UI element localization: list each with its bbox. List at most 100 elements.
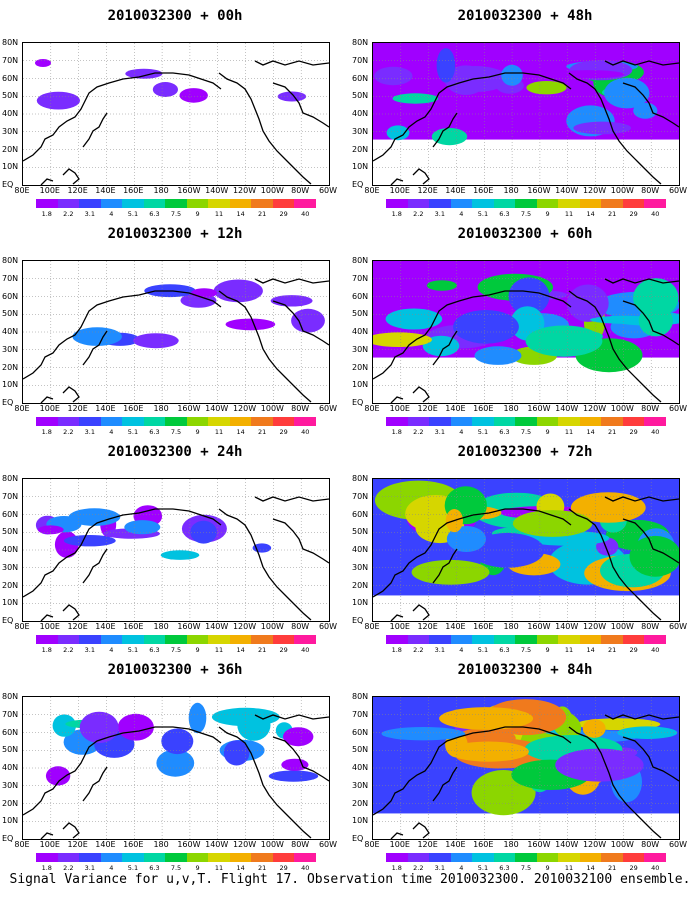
colorbar-label: 7.5	[520, 210, 532, 218]
lon-label: 120W	[232, 840, 257, 849]
colorbar-label: 29	[629, 864, 638, 872]
coastline	[254, 278, 329, 284]
lat-label: 50N	[352, 745, 369, 755]
colorbar-label: 3.1	[84, 646, 96, 654]
colorbar-label: 11	[214, 210, 224, 218]
lon-label: 140E	[445, 622, 466, 631]
colorbar-label: 6.3	[499, 210, 510, 218]
forecast-panel: 2010032300 + 12h 80N 70N 60N 50N 40N 30N 20N 10N…	[0, 218, 350, 443]
lon-label: 100W	[260, 186, 284, 195]
coastline	[40, 832, 54, 839]
colorbar-label: 21	[608, 864, 617, 872]
lon-label: 80W	[291, 840, 310, 849]
lon-label: 80W	[291, 186, 310, 195]
lat-label: EQ	[352, 180, 364, 189]
variance-blob	[223, 740, 250, 766]
colorbar-swatch	[450, 635, 473, 644]
lat-label: 10N	[352, 162, 369, 172]
colorbar-label: 11	[564, 646, 574, 654]
lon-label: 180	[503, 404, 519, 413]
variance-blob	[125, 68, 163, 79]
lat-label: EQ	[352, 398, 364, 407]
lon-label: 140E	[445, 186, 466, 195]
lat-label: 70N	[2, 273, 19, 283]
colorbar-label: 11	[564, 428, 574, 436]
lon-label: 120E	[417, 622, 438, 631]
lon-label: 180	[503, 622, 519, 631]
variance-blob	[124, 520, 161, 535]
lon-label: 120E	[417, 186, 438, 195]
lon-label: 120W	[582, 404, 607, 413]
lon-label: 80W	[641, 840, 660, 849]
colorbar-swatch	[429, 635, 452, 644]
lat-label: 20N	[2, 144, 19, 154]
lon-label: 140W	[555, 186, 579, 195]
colorbar-swatch	[100, 635, 123, 644]
variance-blob	[411, 559, 490, 585]
colorbar-swatch	[272, 635, 295, 644]
lat-label: 60N	[2, 509, 19, 519]
variance-blob	[374, 66, 413, 86]
colorbar-label: 2.2	[413, 864, 424, 872]
lon-label: 120W	[232, 404, 257, 413]
lon-label: 80W	[291, 622, 310, 631]
lon-label: 140E	[445, 840, 466, 849]
variance-blob	[117, 713, 154, 741]
variance-blob	[570, 492, 646, 523]
lon-label: 160E	[123, 186, 144, 195]
colorbar-label: 5.1	[477, 428, 489, 436]
colorbar-label: 14	[586, 428, 595, 436]
coastline	[390, 178, 404, 185]
lon-label: 160W	[177, 622, 201, 631]
lat-label: 60N	[352, 509, 369, 519]
lon-label: 160E	[473, 186, 494, 195]
colorbar	[386, 853, 667, 862]
colorbar-swatch	[472, 635, 495, 644]
coastline	[254, 714, 329, 720]
colorbar-swatch	[208, 635, 231, 644]
coastline	[272, 82, 329, 128]
map-area	[372, 42, 680, 186]
lat-label: EQ	[352, 834, 364, 843]
lon-label: 100W	[610, 186, 634, 195]
colorbar-swatch	[57, 853, 80, 862]
colorbar-swatch	[143, 417, 166, 426]
lon-label: 140E	[95, 840, 116, 849]
colorbar-label: 1.8	[41, 864, 52, 872]
lon-label: 80W	[641, 404, 660, 413]
variance-blob	[385, 308, 443, 330]
variance-blob	[36, 91, 80, 110]
colorbar-swatch	[407, 417, 430, 426]
lat-label: 50N	[2, 527, 19, 537]
lat-label: 30N	[2, 780, 19, 790]
lon-label: 160E	[473, 840, 494, 849]
colorbar-label: 7.5	[170, 864, 182, 872]
lon-label: 80E	[364, 622, 380, 631]
colorbar-swatch	[79, 635, 102, 644]
lon-label: 60W	[668, 840, 688, 849]
colorbar-label: 6.3	[499, 428, 510, 436]
colorbar-label: 7.5	[170, 428, 182, 436]
colorbar-swatch	[208, 853, 231, 862]
lat-label: 20N	[352, 580, 369, 590]
colorbar-swatch	[450, 199, 473, 208]
lat-label: 10N	[2, 598, 19, 608]
lon-label: 120E	[67, 622, 88, 631]
colorbar-swatch	[536, 853, 559, 862]
lat-label: 60N	[2, 73, 19, 83]
lon-label: 160W	[177, 404, 201, 413]
coastline	[272, 300, 329, 346]
lat-label: 70N	[352, 55, 369, 65]
lon-label: 80E	[364, 840, 380, 849]
colorbar-swatch	[165, 417, 188, 426]
variance-blob	[555, 748, 644, 782]
colorbar-label: 40	[651, 646, 660, 654]
coastline	[604, 714, 679, 720]
colorbar-swatch	[579, 417, 602, 426]
lon-label: 100E	[389, 404, 410, 413]
coastline	[432, 330, 458, 366]
colorbar-swatch	[251, 417, 274, 426]
lon-label: 60W	[318, 840, 338, 849]
colorbar-swatch	[407, 199, 430, 208]
coastline	[62, 168, 80, 185]
